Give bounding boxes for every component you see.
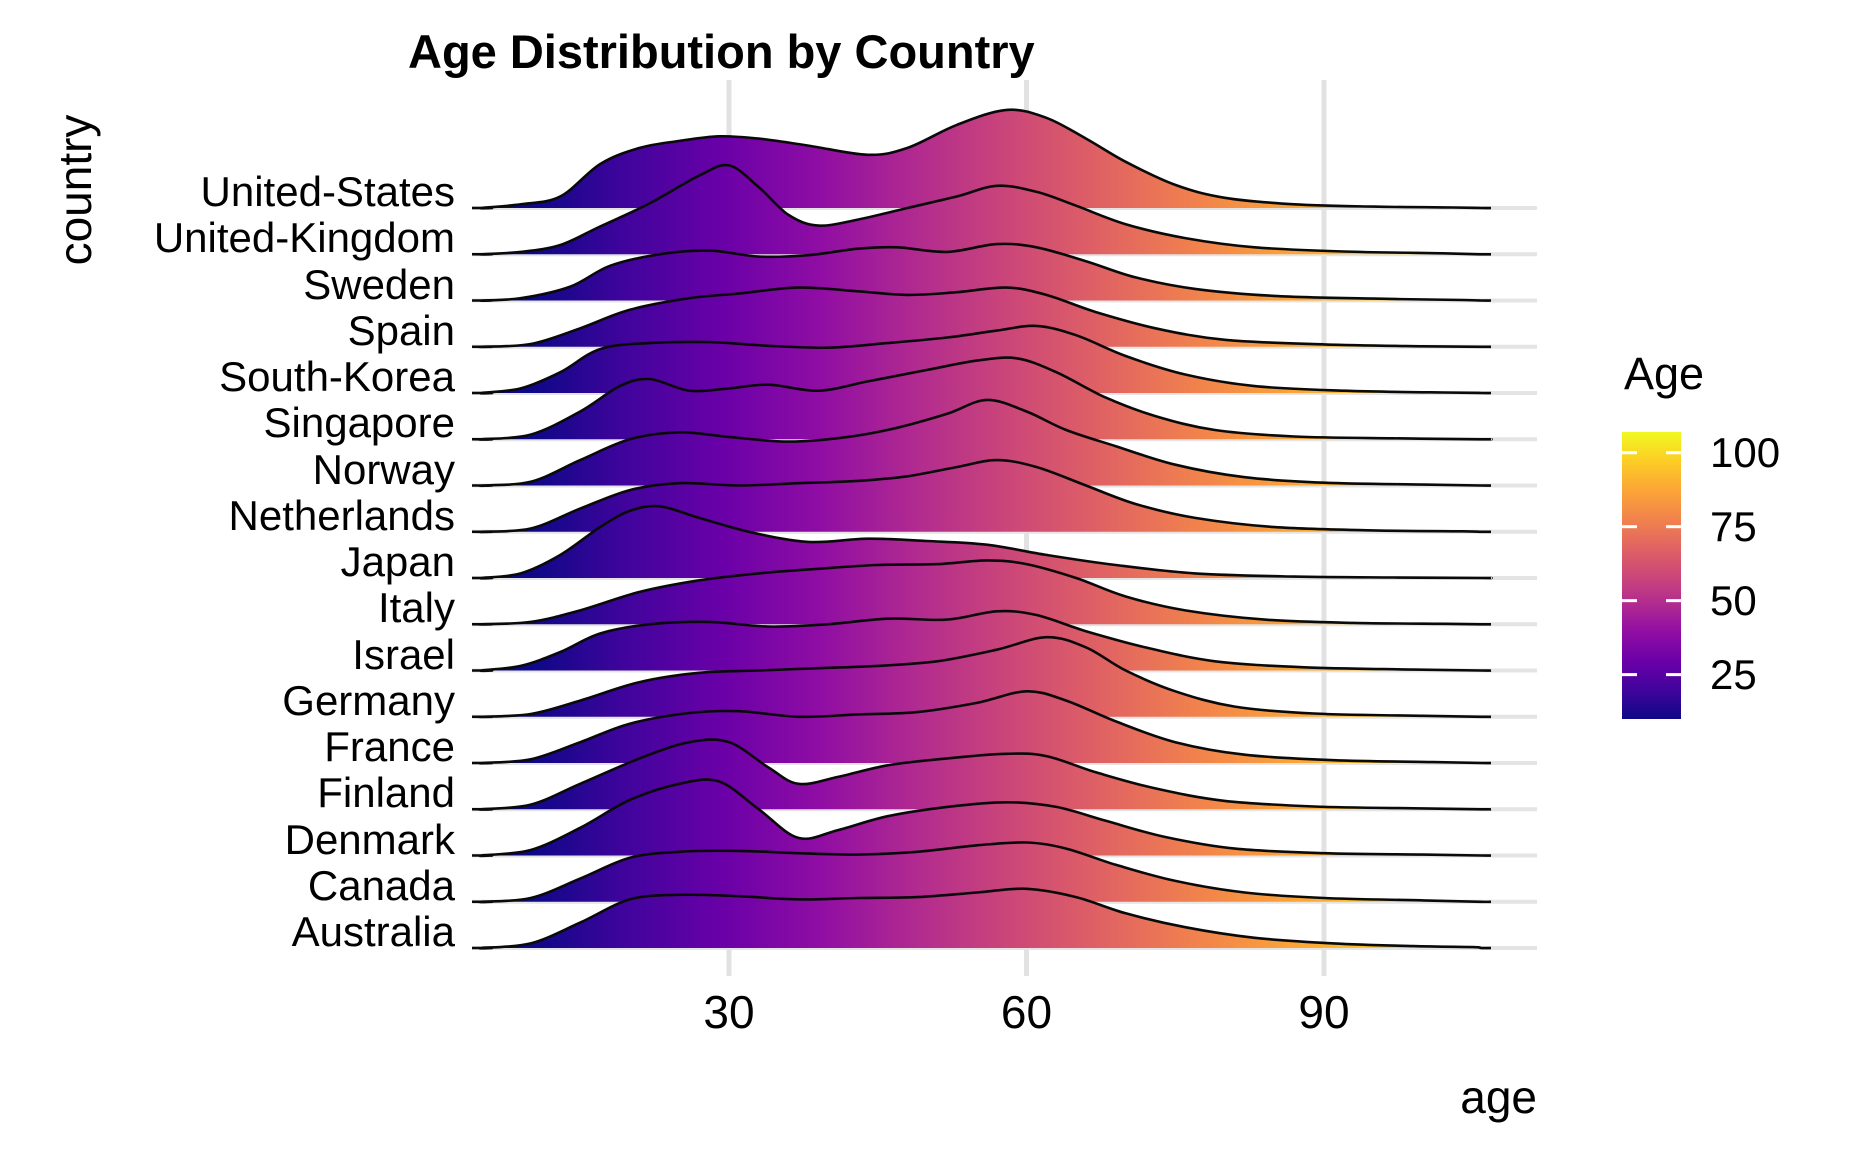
legend-tick-label-50: 50 bbox=[1710, 576, 1757, 624]
ridge-singapore bbox=[471, 356, 1493, 441]
chart-title: Age Distribution by Country bbox=[408, 25, 1035, 78]
y-tick-label-south-korea: South-Korea bbox=[219, 353, 455, 400]
ridge-israel bbox=[471, 609, 1492, 673]
y-tick-label-australia: Australia bbox=[291, 908, 455, 955]
ridge-denmark bbox=[471, 778, 1492, 858]
ridge-sweden bbox=[472, 242, 1492, 302]
ridge-germany bbox=[471, 635, 1492, 719]
legend-colorbar bbox=[1622, 432, 1681, 719]
ridge-spain bbox=[471, 286, 1491, 349]
y-tick-label-canada: Canada bbox=[307, 861, 455, 909]
ridge-canada bbox=[471, 841, 1492, 904]
y-tick-label-denmark: Denmark bbox=[284, 815, 455, 863]
y-axis-title: country bbox=[49, 114, 101, 266]
ridge-australia bbox=[472, 887, 1492, 950]
legend-title: Age bbox=[1624, 348, 1705, 399]
ridge-united-kingdom bbox=[471, 163, 1492, 256]
x-tick-label-60: 60 bbox=[1000, 986, 1053, 1038]
ridge-italy bbox=[471, 559, 1491, 626]
y-tick-label-united-kingdom: United-Kingdom bbox=[153, 214, 455, 262]
y-tick-label-finland: Finland bbox=[317, 769, 455, 817]
legend-tick-label-75: 75 bbox=[1710, 502, 1757, 550]
legend-tick-label-25: 25 bbox=[1710, 650, 1757, 698]
legend-tick-label-100: 100 bbox=[1710, 428, 1781, 476]
y-tick-label-sweden: Sweden bbox=[303, 260, 455, 308]
y-tick-label-italy: Italy bbox=[377, 584, 455, 632]
y-tick-label-france: France bbox=[324, 723, 455, 770]
x-tick-label-30: 30 bbox=[703, 986, 755, 1038]
y-tick-label-israel: Israel bbox=[352, 630, 455, 678]
ridge-norway bbox=[471, 398, 1492, 488]
ridge-japan bbox=[472, 504, 1493, 580]
y-tick-label-japan: Japan bbox=[340, 538, 455, 585]
x-tick-label-90: 90 bbox=[1298, 986, 1350, 1038]
y-tick-label-singapore: Singapore bbox=[263, 399, 455, 447]
ridge-netherlands bbox=[471, 458, 1491, 534]
y-tick-label-united-states: United-States bbox=[200, 168, 455, 215]
y-tick-label-spain: Spain bbox=[347, 306, 455, 354]
x-axis-title: age bbox=[1460, 1071, 1537, 1123]
y-tick-label-netherlands: Netherlands bbox=[228, 491, 455, 539]
y-tick-label-norway: Norway bbox=[312, 445, 455, 493]
y-tick-label-germany: Germany bbox=[282, 676, 455, 724]
